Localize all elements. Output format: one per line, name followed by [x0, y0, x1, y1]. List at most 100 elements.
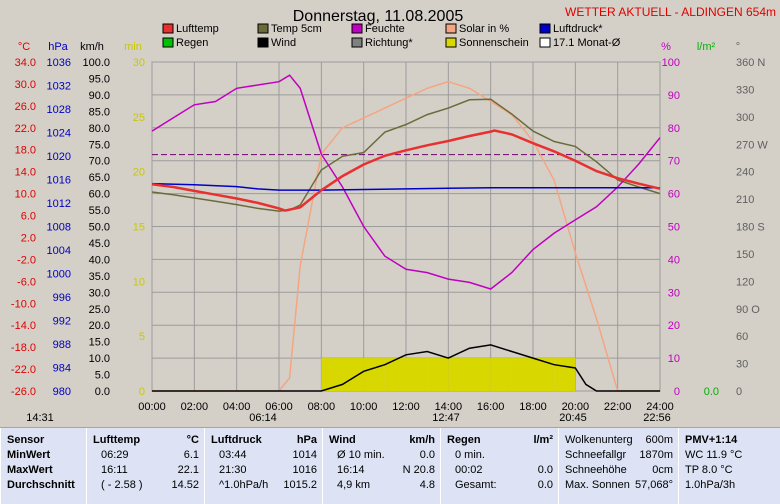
x-tick-label: 10:00 — [350, 401, 378, 413]
legend-label: Sonnenschein — [459, 37, 529, 49]
table-cell: 0cm — [652, 464, 673, 476]
pct-tick-label: 30 — [668, 287, 680, 299]
sunshine-bar — [321, 358, 343, 391]
legend-swatch — [445, 23, 457, 34]
table-cell: 1016 — [292, 464, 317, 476]
hpa-tick-label: 988 — [53, 339, 71, 351]
sunshine-bar — [406, 358, 428, 391]
table-cell: 14.52 — [171, 479, 199, 491]
hpa-tick-label: 1020 — [47, 151, 71, 163]
table-cell: PMV+1:14 — [685, 434, 738, 446]
kmh-tick-label: 30.0 — [89, 287, 110, 299]
hpa-tick-label: 1016 — [47, 175, 71, 187]
legend-swatch — [257, 23, 269, 34]
hpa-tick-label: 992 — [53, 316, 71, 328]
table-cell: Lufttemp — [93, 434, 141, 446]
table-col-labels: Sensor MinWert MaxWert Durchschnitt — [0, 428, 87, 504]
hpa-tick-label: 984 — [53, 363, 71, 375]
c-tick-label: 2.0 — [21, 232, 36, 244]
sun-event-label: 14:31 — [26, 412, 54, 424]
legend-label: Feuchte — [365, 23, 405, 35]
sun-event-label: 20:45 — [559, 412, 587, 424]
table-cell: 22.1 — [177, 464, 199, 476]
kmh-tick-label: 85.0 — [89, 106, 110, 118]
kmh-tick-label: 60.0 — [89, 189, 110, 201]
x-tick-label: 16:00 — [477, 401, 505, 413]
kmh-tick-label: 65.0 — [89, 172, 110, 184]
table-cell: 1870m — [639, 449, 673, 461]
table-cell: 6.1 — [183, 449, 199, 461]
x-tick-label: 12:00 — [392, 401, 420, 413]
legend-label: 17.1 Monat-Ø — [553, 37, 621, 49]
legend-label: Regen — [176, 37, 208, 49]
deg-tick-label: 180 S — [736, 222, 765, 234]
c-tick-label: -18.0 — [11, 342, 36, 354]
legend-swatch — [539, 23, 551, 34]
axis-unit-label: min — [124, 41, 142, 53]
axis-unit-label: km/h — [80, 41, 104, 53]
legend-swatch — [351, 23, 363, 34]
table-col-wind: Wind km/h Ø 10 min. 0.0 16:14 N 20.8 4,9 km… — [322, 428, 441, 504]
legend-label: Richtung* — [365, 37, 413, 49]
table-cell: ^1.0hPa/h — [219, 479, 269, 491]
axis-unit-label: % — [661, 41, 671, 53]
min-tick-label: 0 — [139, 386, 145, 398]
deg-tick-label: 60 — [736, 331, 748, 343]
min-tick-label: 10 — [133, 276, 145, 288]
table-cell: MinWert — [7, 449, 51, 461]
kmh-tick-label: 100.0 — [82, 57, 110, 69]
sunshine-bar — [448, 358, 470, 391]
table-cell: Gesamt: — [455, 479, 497, 491]
min-tick-label: 30 — [133, 57, 145, 69]
c-tick-label: 26.0 — [15, 101, 36, 113]
table-col-lufttemp: Lufttemp °C 06:29 6.1 16:11 22.1 ( - 2.58 )… — [86, 428, 205, 504]
legend-label: Solar in % — [459, 23, 509, 35]
x-tick-label: 24:00 — [646, 401, 674, 413]
table-cell: 57,068° — [634, 479, 673, 491]
legend-swatch — [257, 37, 269, 48]
table-cell: 600m — [645, 434, 673, 446]
sunshine-bar — [511, 358, 533, 391]
series-line-lufttemp — [151, 129, 661, 212]
deg-tick-label: 330 — [736, 84, 754, 96]
table-cell: 1.0hPa/3h — [685, 479, 736, 491]
kmh-tick-label: 15.0 — [89, 337, 110, 349]
table-cell: Luftdruck — [211, 434, 262, 446]
table-cell: N 20.8 — [402, 464, 435, 476]
table-cell: MaxWert — [7, 464, 53, 476]
table-cell: 00:02 — [455, 464, 483, 476]
pct-tick-label: 60 — [668, 189, 680, 201]
table-cell: Wolkenunterg — [565, 434, 633, 446]
pct-tick-label: 50 — [668, 222, 680, 234]
table-cell: TP 8.0 °C — [685, 464, 733, 476]
table-col-luftdruck: Luftdruck hPa 03:44 1014 21:30 1016 ^1.0hPa… — [204, 428, 323, 504]
table-col-pmv: PMV+1:14 WC 11.9 °C TP 8.0 °C 1.0hPa/3h — [678, 428, 780, 504]
pct-tick-label: 70 — [668, 156, 680, 168]
pct-tick-label: 100 — [662, 57, 680, 69]
x-tick-label: 22:00 — [604, 401, 632, 413]
x-tick-label: 08:00 — [308, 401, 336, 413]
min-tick-label: 5 — [139, 331, 145, 343]
table-cell: WC 11.9 °C — [685, 449, 743, 461]
lm2-tick-label: 0.0 — [704, 386, 719, 398]
sunshine-bar — [363, 358, 385, 391]
station-title: WETTER AKTUELL - ALDINGEN 654m — [565, 5, 776, 19]
sunshine-bar — [342, 358, 364, 391]
table-cell: Schneefallgr — [565, 449, 627, 461]
legend-swatch — [539, 37, 551, 48]
axis-unit-label: °C — [18, 41, 30, 53]
sunshine-bar — [533, 358, 555, 391]
table-cell: 1015.2 — [283, 479, 317, 491]
x-tick-label: 18:00 — [519, 401, 547, 413]
c-tick-label: 18.0 — [15, 145, 36, 157]
table-cell: °C — [186, 434, 199, 446]
kmh-tick-label: 90.0 — [89, 90, 110, 102]
sunshine-bar — [469, 358, 491, 391]
hpa-tick-label: 1012 — [47, 198, 71, 210]
pct-tick-label: 40 — [668, 254, 680, 266]
hpa-tick-label: 1008 — [47, 222, 71, 234]
table-cell: km/h — [409, 434, 435, 446]
deg-tick-label: 270 W — [736, 139, 768, 151]
legend-label: Wind — [271, 37, 296, 49]
summary-table: Sensor MinWert MaxWert Durchschnitt Luft… — [0, 427, 780, 504]
